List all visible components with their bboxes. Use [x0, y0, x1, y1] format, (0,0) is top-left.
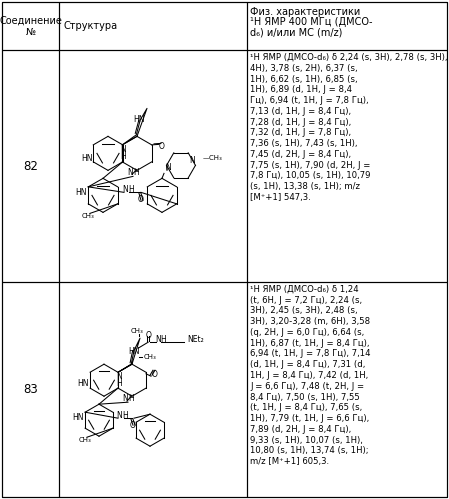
Text: H: H	[120, 152, 126, 161]
Text: N: N	[116, 411, 122, 420]
Text: N: N	[189, 156, 195, 165]
Text: H: H	[116, 379, 122, 388]
Text: CH₃: CH₃	[131, 328, 143, 334]
Bar	[247, 282, 447, 497]
Text: O: O	[159, 142, 165, 151]
Text: N: N	[127, 168, 133, 177]
Text: ¹Н ЯМР (ДМСО-d₆) δ 1,24
(t, 6H, J = 7,2 Гц), 2,24 (s,
3H), 2,45 (s, 3H), 2,48 (s: ¹Н ЯМР (ДМСО-d₆) δ 1,24 (t, 6H, J = 7,2 …	[250, 285, 370, 466]
Bar	[2, 50, 59, 282]
Text: CH₃: CH₃	[144, 354, 156, 360]
Text: N: N	[122, 185, 128, 194]
Text: O: O	[138, 195, 144, 204]
Text: N: N	[155, 335, 161, 344]
Text: Структура: Структура	[63, 21, 117, 31]
Text: HN: HN	[75, 188, 87, 197]
Bar	[59, 282, 247, 497]
Text: ¹Н ЯМР (ДМСО-d₆) δ 2,24 (s, 3H), 2,78 (s, 3H), 2,96-3,08 (m, 4H), 3,36-3,46 (m,
: ¹Н ЯМР (ДМСО-d₆) δ 2,24 (s, 3H), 2,78 (s…	[250, 53, 449, 202]
Text: Физ. характеристики: Физ. характеристики	[250, 7, 360, 17]
Text: HN: HN	[72, 413, 84, 422]
Text: d₆) и/или МС (m/z): d₆) и/или МС (m/z)	[250, 27, 343, 37]
Text: H: H	[128, 394, 134, 403]
Text: H: H	[160, 335, 166, 344]
Bar	[247, 2, 447, 50]
Bar	[2, 2, 59, 50]
Text: HN: HN	[133, 115, 145, 124]
Text: NEt₂: NEt₂	[187, 335, 204, 344]
Text: ¹Н ЯМР 400 МГц (ДМСО-: ¹Н ЯМР 400 МГц (ДМСО-	[250, 17, 373, 27]
Bar	[2, 282, 59, 497]
Text: H: H	[128, 185, 134, 194]
Text: CH₃: CH₃	[79, 437, 92, 443]
Text: 82: 82	[23, 160, 38, 173]
Text: —CH₃: —CH₃	[202, 155, 222, 161]
Text: H: H	[122, 411, 128, 420]
Text: N: N	[120, 145, 126, 154]
Text: HN: HN	[81, 154, 93, 163]
Text: HN: HN	[128, 347, 140, 356]
Text: O: O	[130, 421, 136, 430]
Text: Соединение
№: Соединение №	[0, 15, 62, 37]
Bar	[59, 50, 247, 282]
Text: N: N	[116, 372, 122, 381]
Text: 83: 83	[23, 383, 38, 396]
Text: N: N	[166, 163, 172, 172]
Text: H: H	[133, 168, 139, 177]
Text: HN: HN	[77, 379, 89, 388]
Bar	[247, 50, 447, 282]
Bar	[59, 2, 247, 50]
Text: O: O	[152, 370, 158, 379]
Text: N: N	[122, 394, 128, 403]
Text: CH₃: CH₃	[82, 214, 94, 220]
Text: O: O	[145, 331, 151, 340]
